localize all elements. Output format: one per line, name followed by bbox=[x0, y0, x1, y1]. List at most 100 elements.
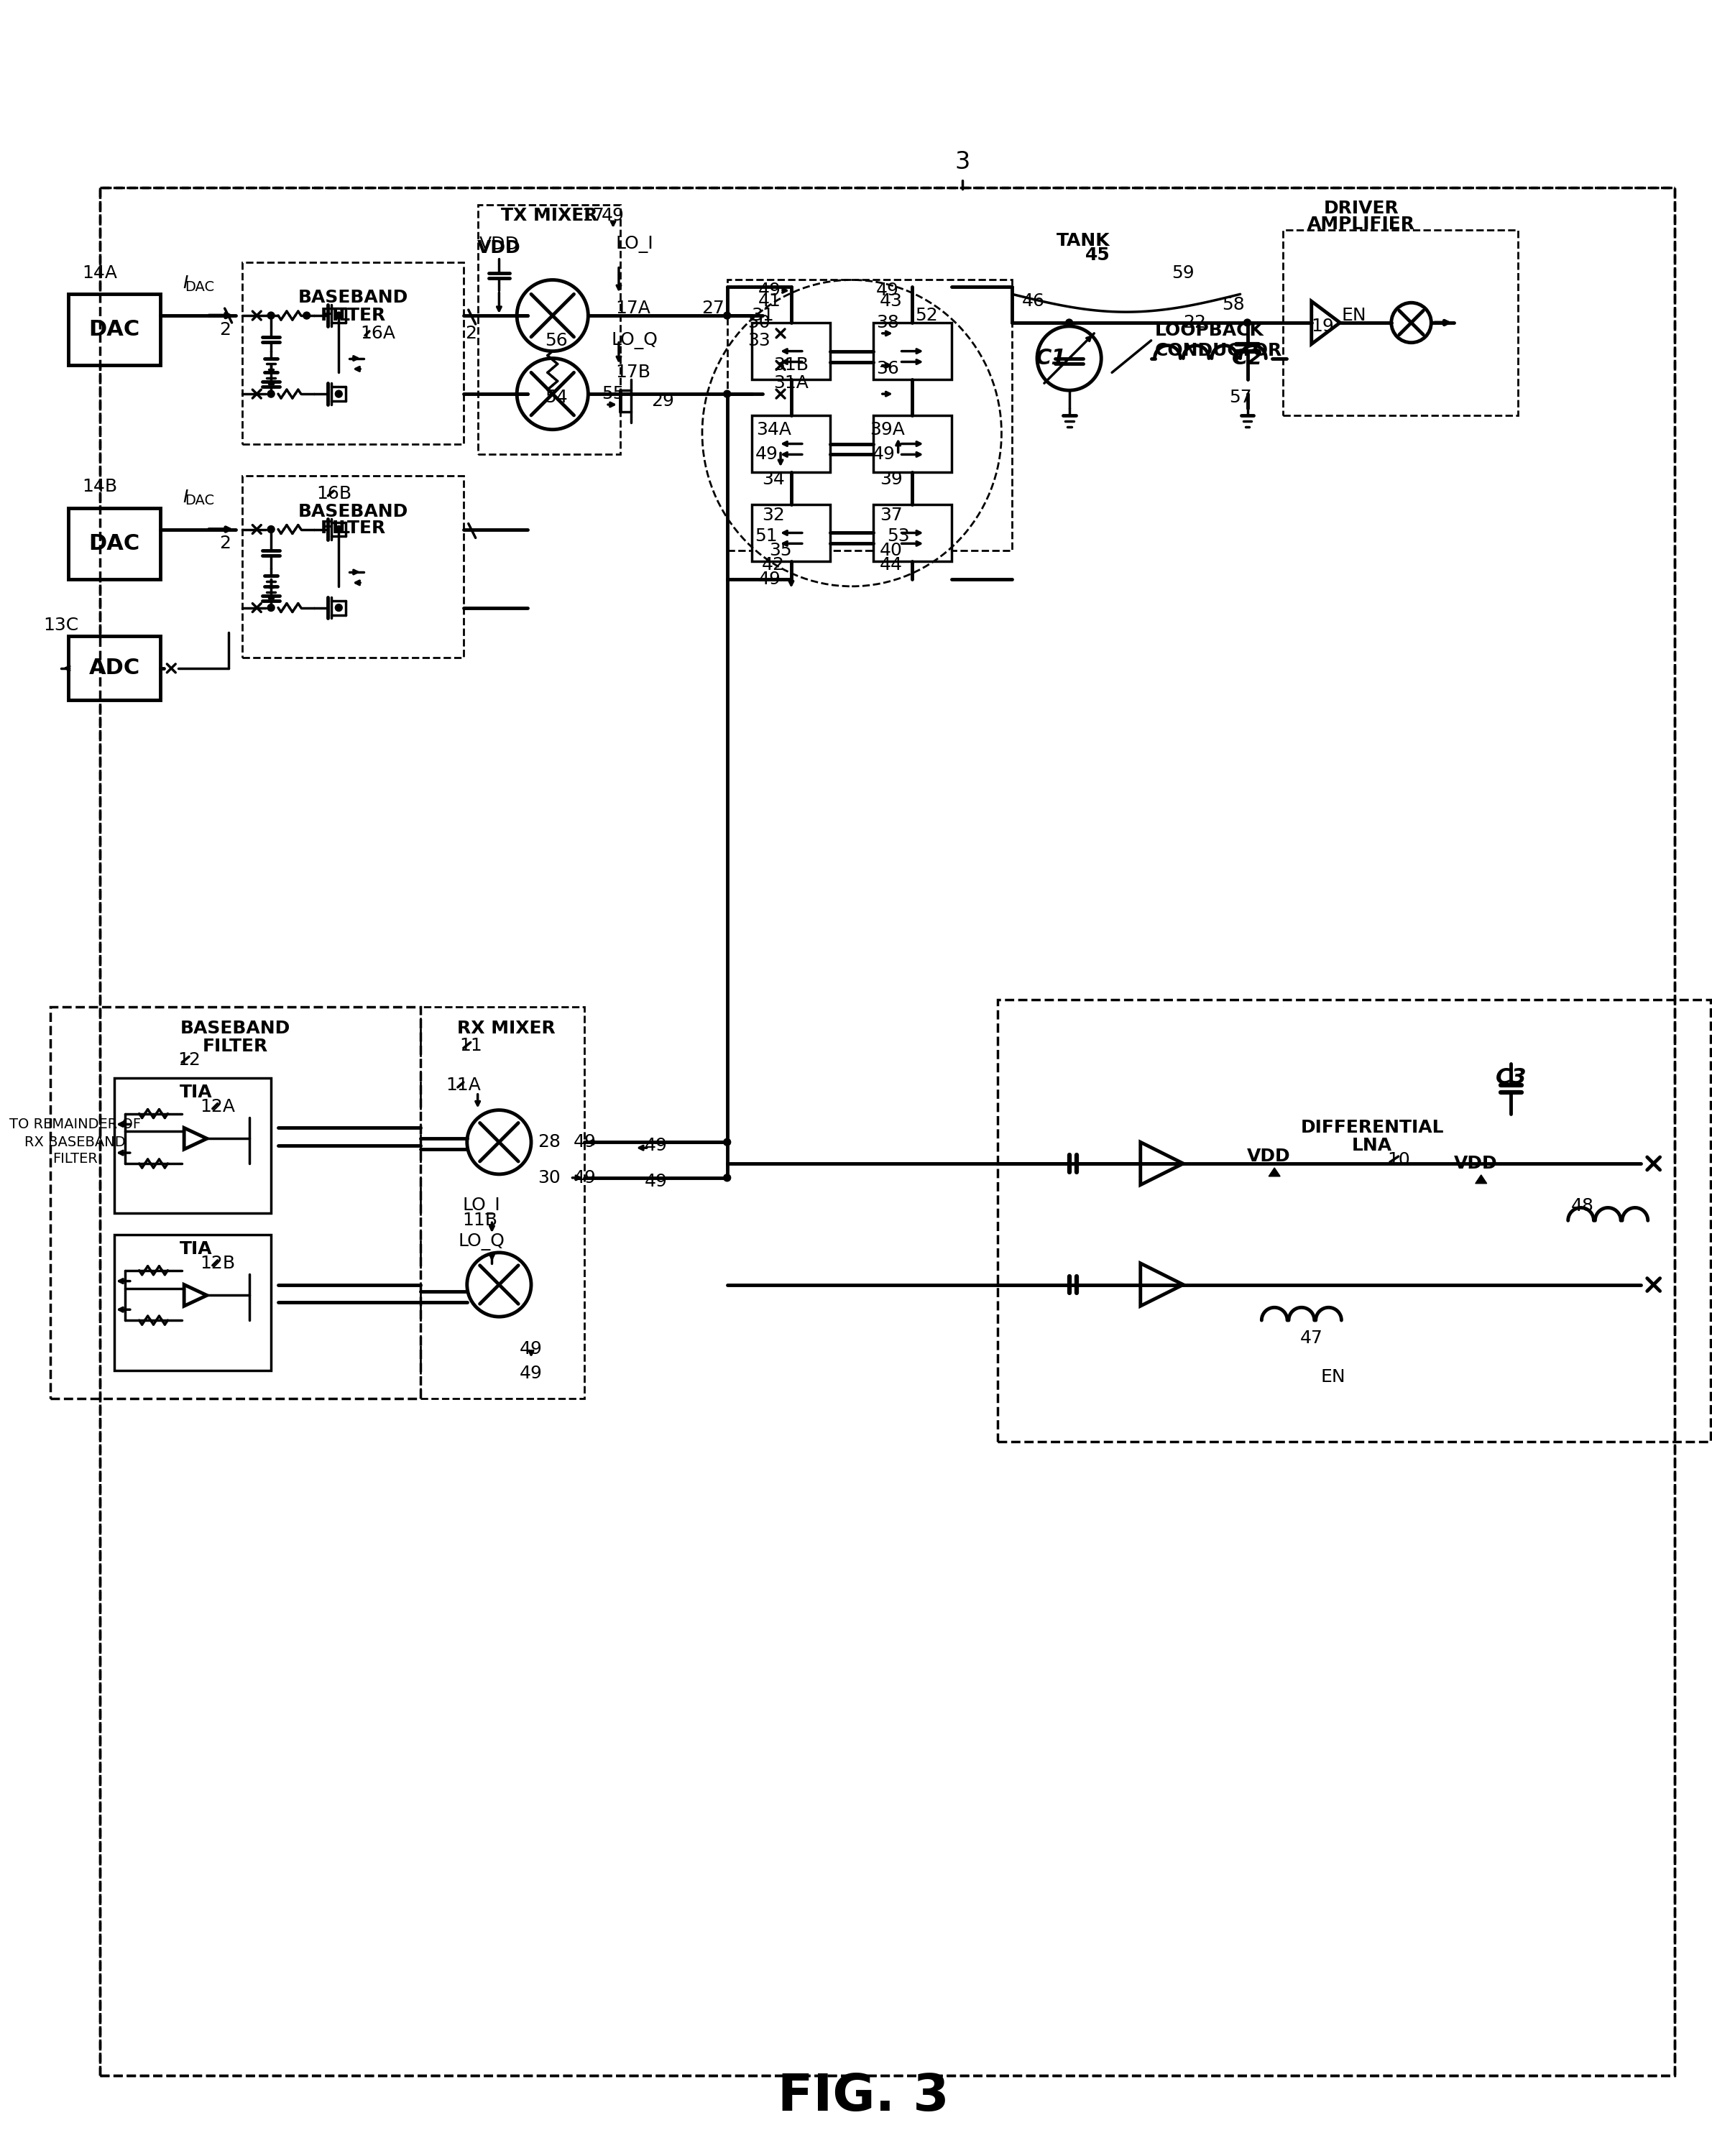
Bar bbox=[873, 323, 952, 379]
Text: VDD: VDD bbox=[1246, 1147, 1291, 1164]
Text: LOOPBACK
CONDUCTOR: LOOPBACK CONDUCTOR bbox=[1154, 321, 1282, 360]
Text: 32: 32 bbox=[762, 507, 784, 524]
Text: BASEBAND: BASEBAND bbox=[180, 1020, 291, 1037]
Text: 49: 49 bbox=[574, 1134, 596, 1151]
Text: DAC: DAC bbox=[89, 533, 140, 554]
Text: 44: 44 bbox=[880, 556, 902, 573]
Text: LO_Q: LO_Q bbox=[611, 332, 657, 349]
Text: DRIVER: DRIVER bbox=[1323, 201, 1399, 218]
Bar bbox=[873, 416, 952, 472]
Text: 49: 49 bbox=[873, 446, 895, 464]
Text: 49: 49 bbox=[644, 1173, 668, 1190]
Text: 30: 30 bbox=[538, 1169, 560, 1186]
Text: VDD: VDD bbox=[1453, 1156, 1498, 1173]
Bar bbox=[68, 636, 161, 701]
Text: 12A: 12A bbox=[200, 1097, 235, 1115]
Circle shape bbox=[303, 313, 310, 319]
Text: 39: 39 bbox=[880, 470, 902, 487]
Text: 22: 22 bbox=[1183, 315, 1207, 332]
Text: I: I bbox=[183, 274, 188, 291]
Text: 49: 49 bbox=[758, 571, 781, 589]
Text: 13C: 13C bbox=[43, 617, 79, 634]
Polygon shape bbox=[1269, 1169, 1281, 1177]
Text: 54: 54 bbox=[544, 388, 567, 405]
Text: 49: 49 bbox=[520, 1341, 543, 1358]
Text: EN: EN bbox=[1320, 1369, 1346, 1386]
Text: 11A: 11A bbox=[445, 1076, 481, 1093]
Text: DIFFERENTIAL: DIFFERENTIAL bbox=[1301, 1119, 1443, 1136]
Text: 49: 49 bbox=[644, 1136, 668, 1153]
Bar bbox=[728, 280, 1012, 550]
Text: LNA: LNA bbox=[1352, 1136, 1392, 1153]
Text: 39A: 39A bbox=[870, 420, 906, 438]
Text: FILTER: FILTER bbox=[202, 1037, 269, 1054]
Circle shape bbox=[1037, 326, 1101, 390]
Text: 10: 10 bbox=[1387, 1151, 1411, 1169]
Text: 11: 11 bbox=[459, 1037, 483, 1054]
Text: 51: 51 bbox=[755, 528, 777, 545]
Circle shape bbox=[467, 1110, 531, 1175]
Text: TX MIXER: TX MIXER bbox=[500, 207, 597, 224]
Text: EN: EN bbox=[1342, 306, 1366, 323]
Text: 17B: 17B bbox=[615, 364, 651, 382]
Circle shape bbox=[724, 313, 731, 319]
Text: BASEBAND: BASEBAND bbox=[298, 502, 407, 520]
Text: 38: 38 bbox=[877, 315, 899, 332]
Text: 33: 33 bbox=[748, 332, 770, 349]
Bar bbox=[99, 188, 1674, 2076]
Text: VDD: VDD bbox=[479, 235, 519, 252]
Circle shape bbox=[724, 390, 731, 397]
Text: 58: 58 bbox=[1222, 295, 1245, 313]
Text: 56: 56 bbox=[544, 332, 567, 349]
Circle shape bbox=[1065, 319, 1073, 326]
Text: 46: 46 bbox=[1022, 293, 1044, 310]
Text: 53: 53 bbox=[887, 528, 909, 545]
Text: FILTER: FILTER bbox=[320, 306, 385, 323]
Bar bbox=[873, 505, 952, 561]
Text: 57: 57 bbox=[1229, 388, 1251, 405]
Text: 31B: 31B bbox=[774, 356, 808, 373]
Text: 12: 12 bbox=[178, 1052, 200, 1069]
Circle shape bbox=[267, 313, 274, 319]
Text: RX MIXER: RX MIXER bbox=[457, 1020, 555, 1037]
Circle shape bbox=[336, 604, 342, 612]
Text: TANK: TANK bbox=[1056, 233, 1111, 250]
Text: 41: 41 bbox=[758, 293, 781, 310]
Text: FIG. 3: FIG. 3 bbox=[777, 2072, 948, 2122]
Text: DAC: DAC bbox=[185, 280, 214, 293]
Text: LO_I: LO_I bbox=[462, 1197, 500, 1214]
Text: 49: 49 bbox=[601, 207, 625, 224]
Text: 14B: 14B bbox=[82, 479, 118, 496]
Text: ADC: ADC bbox=[89, 658, 140, 679]
Text: 42: 42 bbox=[762, 556, 784, 573]
Text: 16B: 16B bbox=[317, 485, 351, 502]
Text: 49: 49 bbox=[758, 282, 781, 300]
Text: 17: 17 bbox=[582, 207, 604, 224]
Text: 45: 45 bbox=[1085, 246, 1109, 263]
Circle shape bbox=[267, 390, 274, 397]
Text: FILTER: FILTER bbox=[53, 1151, 98, 1166]
Circle shape bbox=[1245, 319, 1251, 326]
Text: I: I bbox=[183, 489, 188, 507]
Text: 49: 49 bbox=[520, 1365, 543, 1382]
Text: FILTER: FILTER bbox=[320, 520, 385, 537]
Text: 2: 2 bbox=[219, 535, 231, 552]
Circle shape bbox=[336, 526, 342, 533]
Circle shape bbox=[336, 390, 342, 397]
Circle shape bbox=[517, 280, 589, 351]
Text: 37: 37 bbox=[880, 507, 902, 524]
Bar bbox=[50, 1007, 421, 1399]
Text: 43: 43 bbox=[880, 293, 902, 310]
Circle shape bbox=[1392, 302, 1431, 343]
Text: 27: 27 bbox=[702, 300, 724, 317]
Text: 49: 49 bbox=[755, 446, 777, 464]
Text: 50: 50 bbox=[748, 315, 770, 332]
Text: TIA: TIA bbox=[180, 1240, 212, 1257]
Text: 11B: 11B bbox=[462, 1212, 498, 1229]
Circle shape bbox=[267, 604, 274, 612]
Text: 48: 48 bbox=[1572, 1197, 1594, 1214]
Text: 36: 36 bbox=[877, 360, 899, 377]
Text: LO_I: LO_I bbox=[616, 235, 654, 252]
Bar bbox=[998, 1000, 1710, 1442]
Text: DAC: DAC bbox=[89, 319, 140, 341]
